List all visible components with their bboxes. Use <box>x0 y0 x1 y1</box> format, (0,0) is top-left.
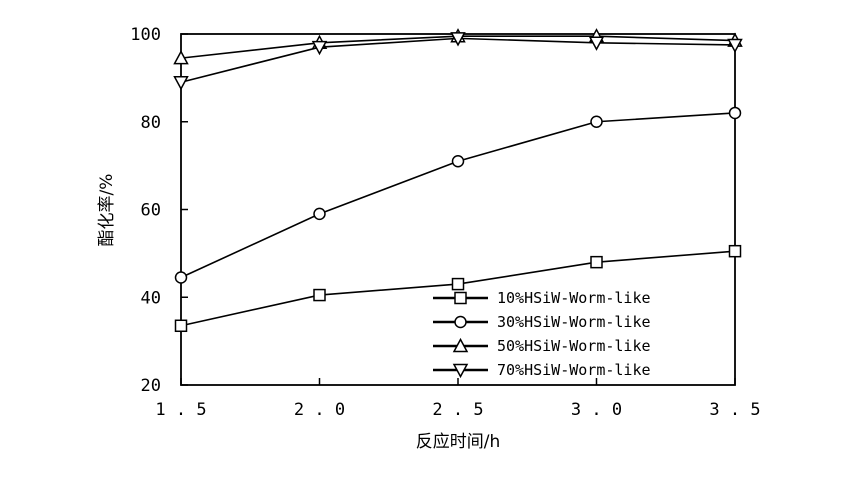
legend: 10%HSiW-Worm-like 30%HSiW-Worm-like 50%HSi… <box>433 289 651 379</box>
x-axis-title: 反应时间/h <box>416 432 501 452</box>
data-point <box>588 36 605 51</box>
legend-label: 10%HSiW-Worm-like <box>497 289 651 307</box>
legend-marker <box>452 363 469 379</box>
data-point <box>451 154 465 168</box>
series-layer <box>173 28 743 333</box>
y-tick-label: 40 <box>141 288 161 308</box>
x-tick-label: 2 . 5 <box>432 400 483 420</box>
y-tick-label: 100 <box>130 25 161 45</box>
legend-item: 70%HSiW-Worm-like <box>433 361 651 379</box>
data-point <box>590 115 603 128</box>
legend-label: 70%HSiW-Worm-like <box>497 361 651 379</box>
data-point <box>450 32 466 47</box>
series-4 <box>173 32 743 91</box>
data-point <box>174 271 188 284</box>
y-tick-label: 20 <box>141 376 161 396</box>
data-point <box>174 319 188 333</box>
y-axis-title: 酯化率/% <box>97 174 117 247</box>
data-point <box>313 288 326 302</box>
x-tick-label: 3 . 0 <box>571 400 622 420</box>
series-1 <box>174 244 742 333</box>
data-point <box>313 207 326 221</box>
legend-item: 50%HSiW-Worm-like <box>433 337 651 355</box>
x-axis-ticks: 1 . 5 2 . 0 2 . 5 3 . 0 3 . 5 <box>155 378 761 420</box>
plot-frame <box>180 33 736 386</box>
legend-marker <box>452 337 469 353</box>
data-point <box>727 38 743 54</box>
legend-item: 30%HSiW-Worm-like <box>433 313 651 331</box>
y-axis-ticks: 20 40 60 80 100 <box>130 25 188 396</box>
series-line <box>180 112 736 279</box>
x-tick-label: 3 . 5 <box>709 400 760 420</box>
data-point <box>451 277 465 291</box>
legend-label: 30%HSiW-Worm-like <box>497 313 651 331</box>
data-point <box>173 76 189 91</box>
legend-item: 10%HSiW-Worm-like <box>433 289 651 307</box>
plot-border <box>180 33 736 386</box>
y-tick-label: 60 <box>141 201 161 221</box>
x-tick-label: 1 . 5 <box>155 400 206 420</box>
legend-marker <box>454 291 467 305</box>
data-point <box>311 40 328 56</box>
y-tick-label: 80 <box>141 113 161 133</box>
data-point <box>173 50 189 65</box>
legend-label: 50%HSiW-Worm-like <box>497 337 651 355</box>
legend-marker <box>454 315 467 329</box>
series-2 <box>174 106 742 284</box>
data-point <box>728 244 742 258</box>
data-point <box>590 255 603 269</box>
data-point <box>728 106 742 120</box>
x-tick-label: 2 . 0 <box>294 400 345 420</box>
